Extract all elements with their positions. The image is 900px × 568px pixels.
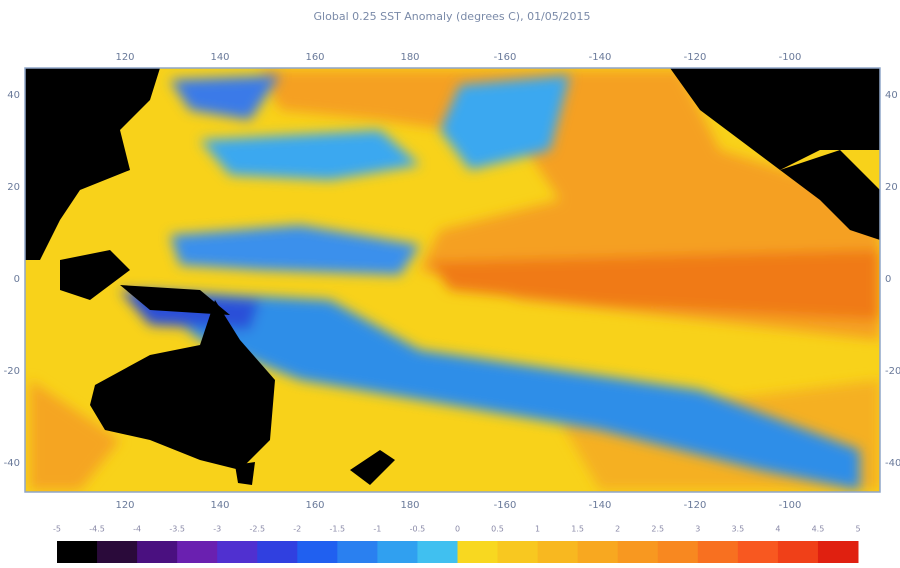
map-title: Global 0.25 SST Anomaly (degrees C), 01/… <box>314 10 591 23</box>
bottom-lon-label: 160 <box>305 500 324 511</box>
colorbar-label: -1.5 <box>330 525 346 534</box>
left-lat-label: 20 <box>7 182 20 193</box>
colorbar-segment <box>297 541 338 563</box>
colorbar-segment <box>137 541 178 563</box>
colorbar-label: -2.5 <box>249 525 265 534</box>
cool-anomaly <box>120 75 860 490</box>
top-lon-label: 140 <box>210 52 229 63</box>
bottom-lon-label: 180 <box>400 500 419 511</box>
new-zealand <box>350 450 395 485</box>
map-area <box>25 68 880 492</box>
colorbar-segment <box>697 541 739 563</box>
bottom-lon-label: 140 <box>210 500 229 511</box>
top-lon-label: 160 <box>305 52 324 63</box>
colorbar-label: 1 <box>535 525 540 534</box>
map-frame <box>24 67 881 493</box>
right-lat-label: -40 <box>885 458 900 469</box>
bottom-lon-label: -120 <box>684 500 707 511</box>
colorbar-segment <box>57 541 98 563</box>
colorbar-label: -2 <box>293 525 301 534</box>
colorbar-segment <box>417 541 458 563</box>
axis-labels: 120 140 160 180 -160 -140 -120 -100 120 140 160 180… <box>4 52 900 511</box>
right-lat-label: -20 <box>885 366 900 377</box>
colorbar-segment <box>657 541 699 563</box>
top-lon-label: -160 <box>494 52 517 63</box>
top-lon-label: -100 <box>779 52 802 63</box>
right-lat-label: 40 <box>885 90 898 101</box>
colorbar-segment <box>497 541 539 563</box>
colorbar-label: -3 <box>213 525 221 534</box>
tasmania <box>235 462 255 485</box>
colorbar-label: 0 <box>455 525 460 534</box>
australia <box>90 300 275 470</box>
top-lon-label: -140 <box>589 52 612 63</box>
asia <box>25 68 160 260</box>
colorbar-segment <box>177 541 218 563</box>
indonesia <box>60 250 130 300</box>
colorbar-segment <box>457 541 499 563</box>
colorbar-segment <box>537 541 579 563</box>
bottom-lon-label: -100 <box>779 500 802 511</box>
north-america <box>670 68 880 170</box>
colorbar-label: 1.5 <box>571 525 584 534</box>
colorbar-label: 3.5 <box>731 525 744 534</box>
colorbar-label: 2.5 <box>651 525 664 534</box>
colorbar-label: 4.5 <box>812 525 825 534</box>
colorbar-segment <box>617 541 659 563</box>
colorbar-label: 2 <box>615 525 620 534</box>
left-lat-label: 40 <box>7 90 20 101</box>
colorbar-segment <box>97 541 138 563</box>
colorbar-segment <box>217 541 258 563</box>
colorbar-label: -4 <box>133 525 141 534</box>
central-america <box>780 150 880 240</box>
right-lat-label: 20 <box>885 182 898 193</box>
colorbar-label: -3.5 <box>169 525 185 534</box>
top-lon-label: 180 <box>400 52 419 63</box>
right-lat-label: 0 <box>885 274 891 285</box>
colorbar-label: -1 <box>373 525 381 534</box>
top-lon-label: -120 <box>684 52 707 63</box>
colorbar-segment <box>337 541 378 563</box>
colorbar-label: 4 <box>775 525 780 534</box>
new-guinea <box>120 285 230 315</box>
colorbar-label: 0.5 <box>491 525 504 534</box>
left-lat-label: -40 <box>4 458 20 469</box>
bottom-lon-label: -140 <box>589 500 612 511</box>
left-lat-label: -20 <box>4 366 20 377</box>
colorbar-label: -5 <box>53 525 61 534</box>
colorbar-label: -0.5 <box>410 525 426 534</box>
left-lat-label: 0 <box>14 274 20 285</box>
colorbar-segment <box>777 541 819 563</box>
colorbar-segment <box>377 541 418 563</box>
bottom-lon-label: 120 <box>115 500 134 511</box>
top-lon-label: 120 <box>115 52 134 63</box>
colorbar-label: -4.5 <box>89 525 105 534</box>
colorbar-segment <box>577 541 619 563</box>
land <box>25 68 880 485</box>
colorbar: -5 -4.5 -4 -3.5 -3 -2.5 -2 -1.5 -1 -0.5 0 0.5 1 1.5 2 2… <box>53 525 861 563</box>
bottom-lon-label: -160 <box>494 500 517 511</box>
colorbar-label: 5 <box>855 525 860 534</box>
colorbar-segment <box>817 541 859 563</box>
colorbar-segment <box>737 541 779 563</box>
colorbar-segment <box>257 541 298 563</box>
colorbar-label: 3 <box>695 525 700 534</box>
